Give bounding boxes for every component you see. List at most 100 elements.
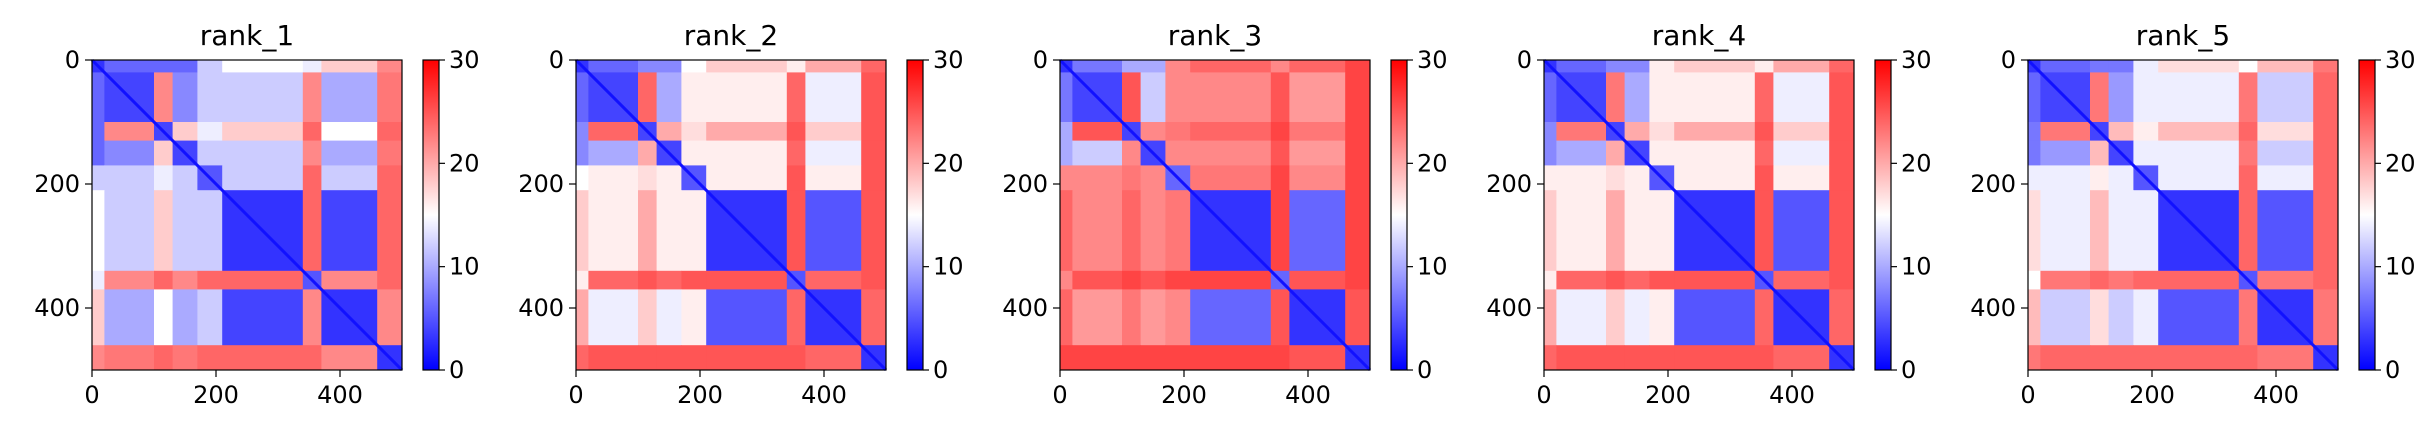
heatmap-cell	[861, 72, 887, 123]
x-tick-label: 0	[1536, 381, 1551, 409]
heatmap-cell	[1289, 190, 1346, 272]
heatmap-cell	[2133, 345, 2159, 371]
heatmap-cell	[302, 190, 322, 272]
heatmap-cell	[2108, 345, 2134, 371]
heatmap-cell	[1544, 165, 1557, 191]
heatmap-cell	[1606, 190, 1625, 272]
heatmap-cell	[172, 289, 198, 346]
heatmap-cell	[1624, 270, 1650, 290]
heatmap-cell	[1190, 60, 1272, 73]
heatmap-cell	[805, 72, 862, 123]
heatmap-cell	[1190, 140, 1272, 166]
heatmap-cell	[302, 140, 322, 166]
heatmap-cell	[2133, 289, 2159, 346]
heatmap-cell	[681, 270, 707, 290]
heatmap-cell	[197, 190, 223, 272]
heatmap-cell	[805, 345, 862, 371]
heatmap-cell	[1624, 165, 1650, 191]
heatmap-cell	[92, 289, 105, 346]
heatmap-cell	[1190, 122, 1272, 141]
heatmap-cell	[2028, 289, 2041, 346]
heatmap-cell	[1140, 345, 1166, 371]
plot-frame	[1543, 59, 1855, 371]
y-tick-label: 0	[65, 46, 80, 74]
heatmap-cell	[377, 270, 403, 290]
heatmap-cell	[1060, 289, 1073, 346]
x-tick-label: 200	[1161, 381, 1207, 409]
heatmap-cell	[1829, 60, 1855, 73]
heatmap-cell	[302, 122, 322, 141]
heatmap-cell	[1165, 289, 1191, 346]
heatmap-cell	[92, 345, 105, 371]
heatmap-cell	[1345, 190, 1371, 272]
heatmap-cell	[154, 60, 173, 73]
heatmap-cell	[656, 190, 682, 272]
heatmap-cell	[1556, 165, 1607, 191]
heatmap-cell	[706, 289, 788, 346]
heatmap-cell	[377, 72, 403, 123]
heatmap-cell	[805, 140, 862, 166]
heatmap-cell	[2133, 72, 2159, 123]
x-tick-label: 0	[568, 381, 583, 409]
heatmap-cell	[576, 289, 589, 346]
heatmap-cell	[576, 72, 589, 123]
heatmap-cell	[321, 190, 378, 272]
heatmap-cell	[104, 60, 155, 73]
heatmap-cell	[1289, 165, 1346, 191]
heatmap-cell	[1072, 60, 1123, 73]
heatmap-cell	[1140, 60, 1166, 73]
heatmap-cell	[2313, 270, 2339, 290]
heatmap-cell	[1773, 122, 1830, 141]
heatmap-cell	[1345, 140, 1371, 166]
heatmap-cell	[1345, 165, 1371, 191]
heatmap-cell	[638, 165, 657, 191]
heatmap-cell	[104, 270, 155, 290]
heatmap-cell	[786, 60, 806, 73]
heatmap-cell	[1556, 140, 1607, 166]
heatmap-cell	[2028, 140, 2041, 166]
heatmap-cell	[2238, 165, 2258, 191]
colorbar-tick-label: 30	[933, 46, 964, 74]
heatmap-cell	[2313, 289, 2339, 346]
heatmap-cell	[656, 289, 682, 346]
colorbar-tick-label: 20	[449, 149, 480, 177]
heatmap-cell	[1060, 190, 1073, 272]
heatmap-cell	[1122, 165, 1141, 191]
heatmap-cell	[861, 60, 887, 73]
colorbar-tick-label: 10	[2385, 253, 2416, 281]
heatmap-cell	[1140, 122, 1166, 141]
heatmap-cell	[786, 289, 806, 346]
heatmap-cell	[172, 60, 198, 73]
heatmap-cell	[1649, 289, 1675, 346]
heatmap-cell	[1060, 140, 1073, 166]
heatmap-cell	[2090, 140, 2109, 166]
heatmap-cell	[1773, 270, 1830, 290]
colorbar-tick-label: 10	[933, 253, 964, 281]
panel-title: rank_4	[1652, 19, 1746, 52]
x-tick-label: 200	[2129, 381, 2175, 409]
heatmap-cell	[1829, 190, 1855, 272]
heatmap-cell	[154, 345, 173, 371]
heatmap-cell	[786, 122, 806, 141]
heatmap-cell	[1544, 140, 1557, 166]
heatmap-cell	[1165, 122, 1191, 141]
heatmap-cell	[154, 190, 173, 272]
heatmap-cells	[2028, 60, 2339, 371]
heatmap-cell	[1122, 140, 1141, 166]
heatmap-cell	[92, 270, 105, 290]
heatmap-cell	[154, 140, 173, 166]
heatmap-cell	[1624, 289, 1650, 346]
heatmap-cell	[2158, 345, 2240, 371]
heatmap-cell	[2257, 270, 2314, 290]
heatmap-cells	[92, 60, 403, 371]
heatmap-cell	[805, 60, 862, 73]
heatmap-cell	[1270, 190, 1290, 272]
heatmap-cell	[706, 122, 788, 141]
panel-title: rank_2	[684, 19, 778, 52]
heatmap-cell	[1754, 289, 1774, 346]
heatmap-cell	[2108, 289, 2134, 346]
heatmap-cell	[1544, 190, 1557, 272]
heatmap-cell	[302, 60, 322, 73]
colorbar-tick-label: 30	[1901, 46, 1932, 74]
